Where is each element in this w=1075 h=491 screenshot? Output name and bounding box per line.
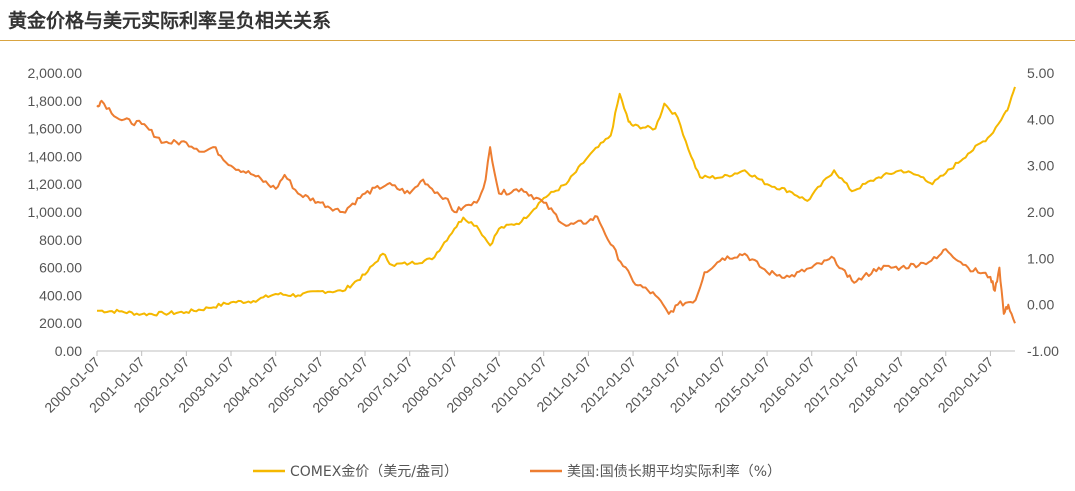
right-tick-label: -1.00	[1027, 343, 1059, 359]
left-tick-label: 1,600.00	[28, 121, 83, 137]
series-layer	[96, 86, 1016, 324]
left-tick-label: 400.00	[39, 287, 82, 303]
left-tick-label: 1,200.00	[28, 176, 83, 192]
left-tick-label: 1,000.00	[28, 204, 83, 220]
x-axis-ticks: 2000-01-072001-01-072002-01-072003-01-07…	[41, 351, 997, 416]
left-tick-label: 600.00	[39, 260, 82, 276]
left-tick-label: 200.00	[39, 315, 82, 331]
left-tick-label: 1,400.00	[28, 148, 83, 164]
legend-label-real-rate: 美国:国债长期平均实际利率（%）	[567, 463, 781, 480]
right-tick-label: 4.00	[1027, 111, 1054, 127]
legend-label-gold-price: COMEX金价（美元/盎司）	[290, 464, 458, 480]
right-tick-label: 3.00	[1027, 158, 1054, 174]
right-tick-label: 1.00	[1027, 250, 1054, 266]
right-tick-label: 5.00	[1027, 65, 1054, 81]
left-tick-label: 1,800.00	[28, 93, 83, 109]
left-tick-label: 0.00	[55, 343, 82, 359]
right-axis-ticks: -1.00 0.00 1.00 2.00 3.00 4.00 5.00	[1027, 65, 1059, 359]
left-axis-ticks: 0.00 200.00 400.00 600.00 800.00 1,000.00 1,20…	[28, 65, 83, 359]
left-tick-label: 800.00	[39, 232, 82, 248]
right-tick-label: 0.00	[1027, 297, 1054, 313]
series-line-real-rate	[96, 99, 1016, 324]
series-line-gold-price	[96, 86, 1016, 317]
title-divider	[0, 40, 1075, 41]
left-tick-label: 2,000.00	[28, 65, 83, 81]
legend: COMEX金价（美元/盎司） 美国:国债长期平均实际利率（%）	[253, 463, 781, 480]
right-tick-label: 2.00	[1027, 204, 1054, 220]
chart-title: 黄金价格与美元实际利率呈负相关关系	[8, 10, 332, 32]
